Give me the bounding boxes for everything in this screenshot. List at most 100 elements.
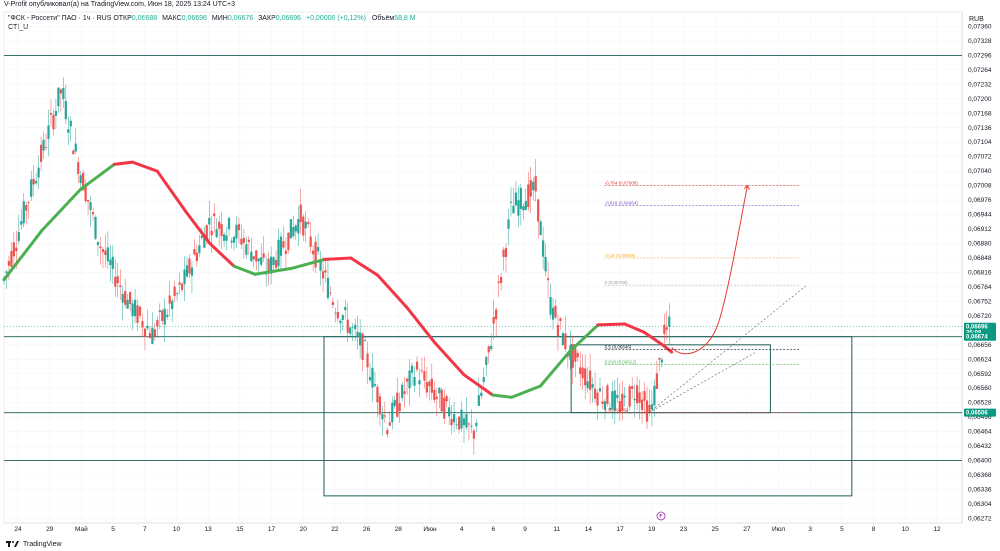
- candle-body: [247, 239, 250, 242]
- symbol-name[interactable]: "ФСК - Россети" ПАО · 1ч · RUS: [8, 15, 112, 22]
- candle-body: [492, 316, 495, 324]
- candle-body: [668, 316, 671, 327]
- candle-body: [640, 399, 644, 410]
- candle-body: [512, 205, 515, 214]
- currency-label[interactable]: RUB: [969, 16, 984, 23]
- candle-body: [299, 204, 302, 223]
- candle-body: [227, 217, 231, 230]
- high-label: МАКС: [162, 15, 182, 22]
- candle-body: [252, 256, 255, 260]
- cti-curve-segment: [208, 242, 236, 268]
- candle-body: [99, 246, 102, 249]
- candle-body: [413, 377, 416, 386]
- projection-arrow-head-icon: [744, 184, 750, 190]
- candle-body: [593, 388, 597, 399]
- candle-body: [386, 429, 389, 435]
- y-tick-label: 0,07296: [968, 52, 992, 59]
- y-tick-label: 0,06592: [968, 371, 992, 378]
- candle-body: [116, 276, 119, 284]
- candle-body: [455, 424, 458, 426]
- cti-curve-segment: [491, 393, 514, 399]
- trend-line-lower[interactable]: [648, 351, 757, 413]
- x-tick-label: 11: [553, 526, 560, 533]
- candle-body: [420, 370, 424, 372]
- candle-body: [161, 310, 164, 321]
- y-tick-label: 0,06720: [968, 313, 992, 320]
- cti-curve-segment: [130, 160, 159, 173]
- trend-line-upper[interactable]: [648, 284, 807, 413]
- candle-body: [621, 393, 624, 411]
- candle-body: [54, 110, 58, 116]
- candle-body: [354, 324, 357, 330]
- candle-body: [366, 353, 369, 368]
- zone-rectangle[interactable]: [323, 336, 853, 497]
- projection-arrow-path[interactable]: [671, 185, 748, 355]
- y-tick-label: 0,06432: [968, 443, 992, 450]
- cti-curve-segment: [184, 210, 212, 246]
- fib-level-label: -0,618 (0,06964): [605, 201, 639, 206]
- candle-body: [626, 410, 629, 412]
- candle-body: [475, 422, 478, 427]
- candle-body: [480, 392, 483, 397]
- cti-curve-segment: [462, 373, 495, 397]
- candle-body: [104, 250, 107, 256]
- candle-body: [514, 192, 518, 206]
- candle-body: [230, 240, 233, 243]
- cti-curve-segment: [79, 162, 116, 191]
- candle-body: [27, 202, 30, 203]
- candle-body: [440, 389, 443, 412]
- candle-body: [393, 400, 396, 406]
- candle-body: [168, 295, 171, 304]
- candle-body: [218, 221, 221, 229]
- candle-body: [91, 212, 95, 215]
- cti-curve-segment: [289, 257, 327, 270]
- candle-body: [537, 199, 540, 222]
- candle-body: [636, 385, 639, 404]
- candle-body: [89, 202, 92, 210]
- candle-body: [559, 318, 562, 322]
- candle-body: [524, 201, 527, 210]
- candle-body: [363, 340, 367, 342]
- candle-body: [133, 299, 137, 317]
- candle-body: [86, 199, 90, 202]
- candle-body: [307, 222, 310, 225]
- cti-curve-segment: [2, 228, 44, 282]
- close-label: ЗАКР: [258, 15, 276, 22]
- candle-body: [495, 309, 498, 320]
- y-tick-label: 0,06784: [968, 284, 992, 291]
- candle-body: [62, 87, 65, 100]
- cti-curve-segment: [40, 187, 83, 232]
- candle-body: [289, 219, 292, 239]
- candle-body: [361, 333, 364, 360]
- x-tick-label: 5: [111, 526, 115, 533]
- candle-body: [156, 320, 159, 327]
- candle-body: [383, 415, 386, 417]
- candle-body: [220, 223, 223, 237]
- candle-body: [443, 397, 446, 419]
- candle-body: [571, 344, 574, 368]
- price-tag: [964, 332, 996, 341]
- candle-body: [613, 390, 616, 411]
- cti-curve-segment: [538, 350, 571, 388]
- candle-body: [544, 256, 547, 272]
- candle-body: [72, 150, 75, 155]
- cti-curve-segment: [567, 323, 600, 354]
- candle-body: [15, 247, 18, 252]
- candle-body: [467, 423, 471, 425]
- candle-body: [598, 388, 602, 392]
- candle-body: [381, 414, 384, 420]
- candle-body: [146, 325, 149, 329]
- candle-body: [321, 271, 325, 279]
- x-tick-label: 23: [680, 526, 688, 533]
- x-tick-label: 29: [46, 526, 54, 533]
- candle-body: [324, 270, 327, 273]
- candle-body: [460, 409, 463, 429]
- flag-icon[interactable]: [656, 511, 666, 521]
- x-tick-label: Май: [75, 525, 88, 533]
- high-value: 0,06696: [181, 15, 207, 22]
- y-tick-label: 0,06336: [968, 487, 992, 494]
- candle-body: [198, 245, 201, 253]
- candle-body: [195, 252, 198, 262]
- candle-body: [574, 347, 577, 362]
